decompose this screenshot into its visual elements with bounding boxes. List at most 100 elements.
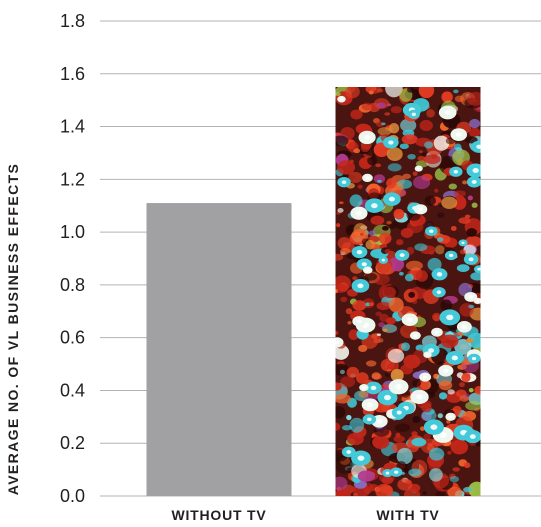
texture-speckle: [431, 312, 442, 322]
texture-speckle: [376, 333, 382, 336]
texture-speckle: [335, 330, 339, 335]
texture-speckle: [414, 243, 428, 251]
texture-speckle: [365, 302, 371, 307]
texture-highlight-core: [370, 385, 377, 391]
texture-speckle: [387, 348, 405, 363]
texture-speckle: [352, 276, 358, 281]
texture-speckle: [441, 196, 458, 209]
texture-speckle: [345, 86, 360, 99]
texture-speckle: [382, 286, 396, 299]
y-tick-label: 0.0: [60, 486, 85, 506]
texture-speckle: [438, 380, 453, 391]
texture-highlight-core: [430, 424, 438, 430]
texture-speckle: [447, 486, 463, 496]
texture-speckle: [462, 180, 468, 185]
texture-speckle: [415, 344, 425, 352]
texture-highlight-core: [383, 394, 391, 401]
y-axis-title: AVERAGE NO. OF VL BUSINESS EFFECTS: [5, 163, 21, 496]
texture-speckle: [415, 270, 428, 282]
texture-highlight-core: [340, 98, 343, 101]
texture-speckle: [335, 344, 350, 360]
texture-speckle: [335, 393, 352, 404]
texture-speckle: [448, 183, 458, 190]
texture-speckle: [440, 299, 453, 312]
texture-speckle: [348, 171, 363, 183]
texture-speckle: [385, 317, 396, 325]
texture-speckle: [335, 406, 346, 419]
texture-speckle: [360, 143, 370, 153]
texture-highlight: [471, 140, 481, 153]
bar-without-tv: [146, 203, 292, 497]
texture-speckle: [429, 468, 443, 482]
texture-speckle: [368, 302, 374, 307]
texture-highlight-core: [366, 417, 372, 422]
y-tick-label: 1.4: [60, 117, 85, 137]
x-category-label: WITH TV: [376, 507, 439, 523]
texture-highlight-core: [399, 253, 405, 258]
texture-speckle: [459, 395, 470, 402]
texture-speckle: [402, 173, 411, 180]
texture-speckle: [440, 334, 459, 348]
texture-highlight-core: [453, 169, 459, 174]
texture-speckle: [474, 386, 481, 395]
texture-speckle: [399, 271, 404, 276]
y-tick-label: 0.2: [60, 433, 85, 453]
texture-highlight-core: [371, 203, 378, 209]
texture-highlight-core: [429, 229, 434, 233]
texture-speckle: [422, 491, 427, 495]
texture-highlight-core: [395, 384, 403, 390]
texture-speckle: [394, 423, 411, 433]
texture-speckle: [464, 214, 471, 219]
texture-highlight-core: [436, 290, 442, 294]
texture-speckle: [424, 195, 436, 206]
texture-highlight-core: [356, 210, 362, 216]
texture-speckle: [335, 289, 339, 294]
texture-speckle: [456, 264, 470, 272]
texture-highlight-core: [443, 368, 449, 373]
texture-highlight-core: [346, 450, 352, 454]
texture-speckle: [335, 489, 351, 496]
texture-highlight-core: [364, 135, 371, 140]
texture-highlight-core: [357, 455, 365, 461]
texture-speckle: [454, 190, 466, 197]
texture-speckle: [340, 296, 348, 303]
texture-speckle: [437, 237, 444, 242]
texture-speckle: [412, 379, 422, 387]
texture-speckle: [358, 344, 368, 353]
y-tick-label: 1.6: [60, 64, 85, 84]
texture-speckle: [421, 292, 426, 297]
texture-speckle: [335, 382, 342, 391]
texture-highlight-core: [455, 132, 462, 137]
texture-highlight-core: [476, 144, 481, 149]
texture-speckle: [453, 143, 462, 151]
texture-highlight-core: [341, 180, 347, 184]
texture-speckle: [437, 413, 443, 419]
texture-highlight-core: [376, 419, 383, 424]
texture-speckle: [400, 364, 414, 375]
texture-speckle: [357, 470, 376, 482]
texture-speckle: [339, 201, 344, 205]
texture-speckle: [400, 118, 417, 133]
texture-speckle: [459, 381, 465, 388]
texture-speckle: [465, 338, 474, 343]
texture-speckle: [447, 450, 452, 455]
x-category-label: WITHOUT TV: [171, 507, 266, 523]
texture-speckle: [438, 392, 448, 400]
texture-speckle: [337, 237, 352, 250]
texture-speckle: [368, 90, 374, 95]
texture-speckle: [373, 174, 386, 184]
texture-speckle: [369, 243, 380, 250]
texture-speckle: [384, 112, 391, 116]
texture-speckle: [469, 118, 481, 129]
texture-highlight-core: [366, 268, 370, 272]
texture-speckle: [352, 300, 367, 311]
texture-highlight-core: [356, 249, 363, 255]
texture-speckle: [395, 239, 404, 246]
texture-speckle: [428, 447, 445, 461]
texture-speckle: [373, 273, 390, 286]
texture-speckle: [375, 483, 394, 496]
texture-speckle: [458, 217, 471, 224]
texture-speckle: [365, 360, 377, 367]
texture-speckle: [468, 304, 475, 309]
texture-speckle: [466, 228, 478, 237]
